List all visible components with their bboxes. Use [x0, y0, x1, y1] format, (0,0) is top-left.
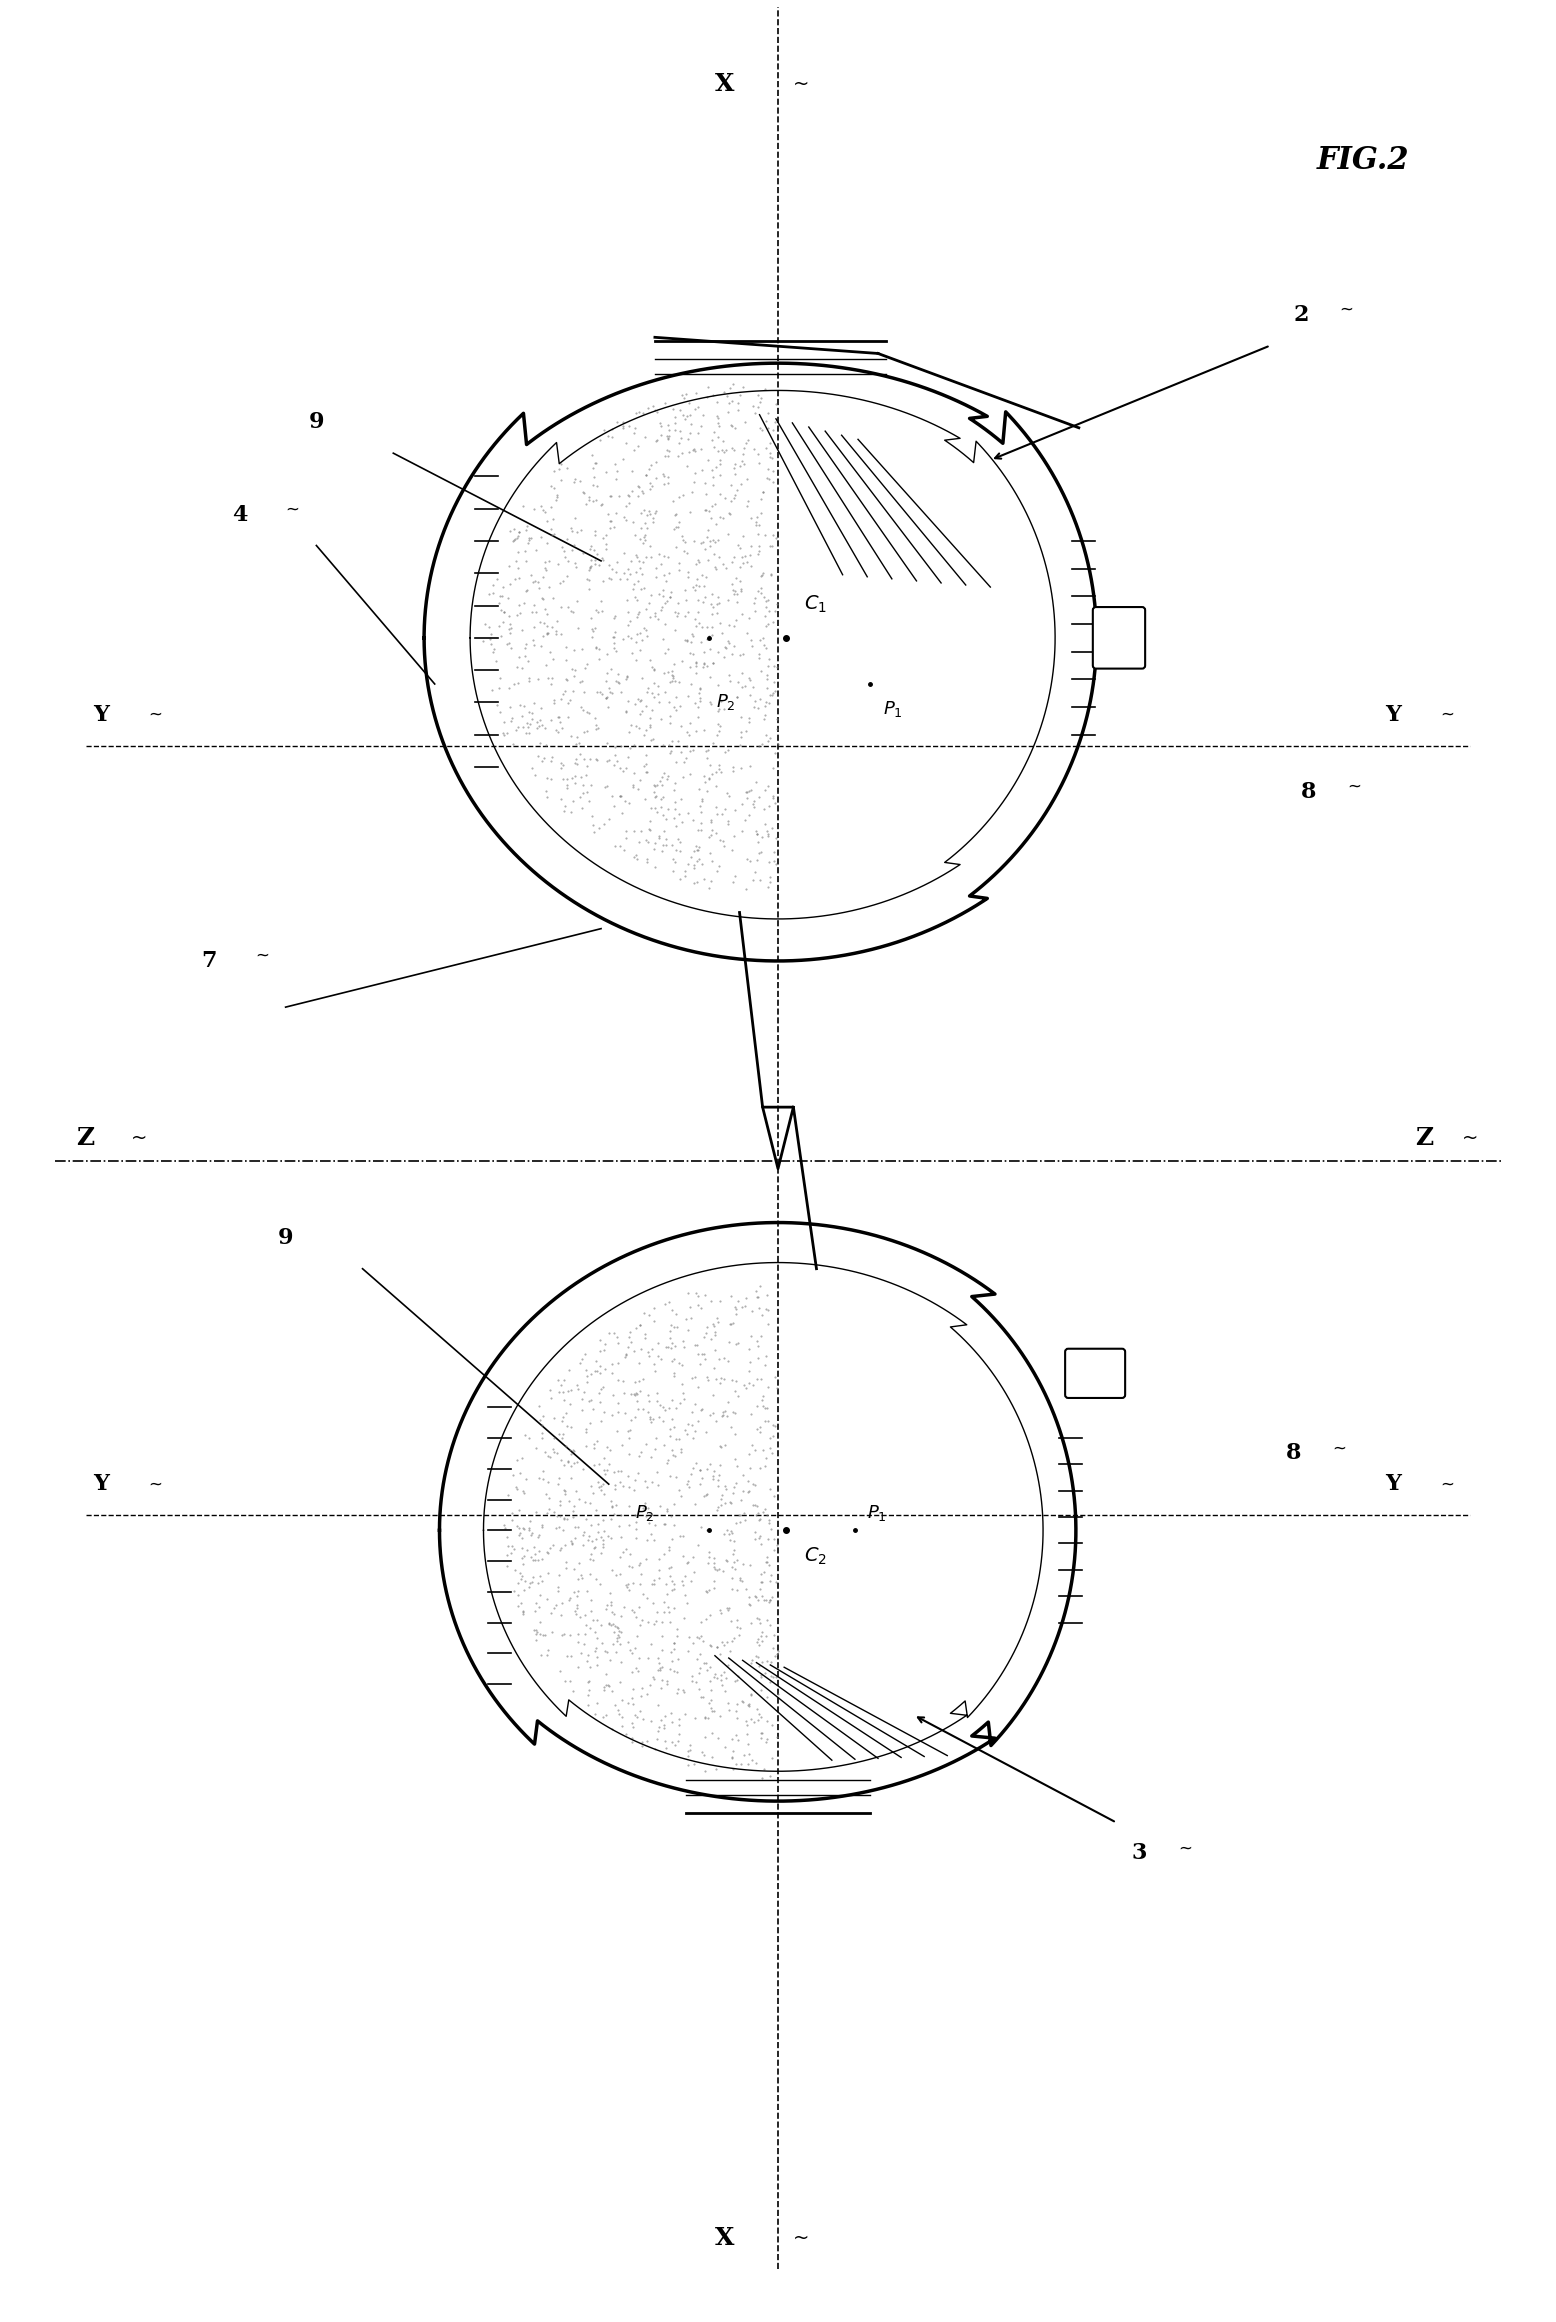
Text: X: X: [714, 72, 734, 95]
Text: Y: Y: [93, 704, 109, 727]
Text: ~: ~: [148, 706, 162, 724]
Text: Z: Z: [1416, 1126, 1433, 1149]
FancyBboxPatch shape: [1092, 606, 1145, 669]
Text: 8: 8: [1301, 780, 1316, 803]
FancyBboxPatch shape: [1066, 1349, 1125, 1398]
Text: $C_1$: $C_1$: [804, 594, 828, 615]
Text: $C_2$: $C_2$: [804, 1546, 828, 1567]
Text: Y: Y: [93, 1472, 109, 1495]
Text: 2: 2: [1293, 304, 1309, 325]
Text: ~: ~: [286, 502, 300, 518]
Text: ~: ~: [1178, 1839, 1192, 1858]
Text: ~: ~: [1340, 300, 1354, 318]
Text: $P_1$: $P_1$: [867, 1502, 887, 1523]
Text: $P_2$: $P_2$: [635, 1502, 655, 1523]
Text: ~: ~: [794, 2229, 809, 2248]
Text: $P_1$: $P_1$: [882, 699, 902, 720]
Text: ~: ~: [255, 947, 269, 966]
Text: Y: Y: [1385, 704, 1402, 727]
Text: 9: 9: [279, 1226, 294, 1249]
Text: X: X: [714, 2227, 734, 2250]
Text: 7: 7: [201, 950, 216, 973]
Text: ~: ~: [1347, 778, 1362, 796]
Text: ~: ~: [794, 74, 809, 93]
Text: 3: 3: [1131, 1841, 1147, 1865]
Text: 8: 8: [1285, 1442, 1301, 1465]
Text: ~: ~: [148, 1474, 162, 1493]
Text: ~: ~: [131, 1128, 148, 1147]
Text: ~: ~: [1441, 1474, 1455, 1493]
Text: ~: ~: [1463, 1128, 1478, 1147]
Text: 4: 4: [232, 504, 247, 525]
Text: 9: 9: [308, 411, 324, 434]
Text: $P_2$: $P_2$: [716, 692, 736, 711]
Text: FIG.2: FIG.2: [1316, 146, 1410, 176]
Text: Y: Y: [1385, 1472, 1402, 1495]
Text: ~: ~: [1441, 706, 1455, 724]
Text: ~: ~: [1332, 1440, 1346, 1458]
Text: Z: Z: [76, 1126, 95, 1149]
